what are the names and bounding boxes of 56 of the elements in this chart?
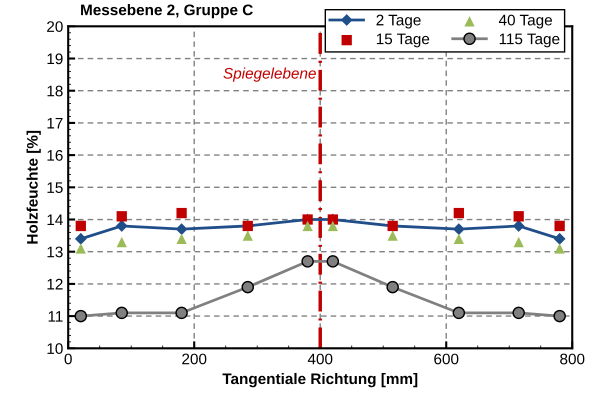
x-tick-label: 200 — [182, 354, 206, 364]
point — [554, 233, 566, 244]
y-tick-label: 18 — [48, 86, 63, 96]
point — [452, 306, 466, 320]
y-axis-title: Holzfeuchte [%] — [26, 130, 41, 244]
point — [176, 224, 188, 235]
y-tick-label: 12 — [48, 278, 63, 290]
x-tick-label: 0 — [64, 354, 72, 364]
point — [554, 243, 565, 254]
point — [116, 220, 128, 232]
point — [453, 224, 464, 235]
point — [553, 310, 566, 322]
point — [116, 236, 127, 248]
point — [513, 220, 524, 232]
point — [176, 208, 187, 218]
y-tick-label: 11 — [48, 311, 63, 322]
point — [386, 280, 399, 294]
x-tick-label: 600 — [434, 354, 458, 364]
point — [302, 220, 313, 232]
point — [326, 255, 340, 268]
point — [328, 220, 338, 232]
point — [242, 230, 253, 241]
point — [116, 306, 128, 320]
chart-title: Messebene 2, Gruppe C — [81, 4, 253, 18]
point — [176, 234, 187, 244]
legend-label: 15 Tage — [376, 34, 430, 48]
point — [514, 236, 524, 248]
ref-line-label: Spiegelebene — [223, 68, 316, 82]
point — [75, 233, 86, 244]
y-tick-label: 19 — [48, 53, 63, 64]
point — [74, 310, 88, 322]
point — [454, 208, 464, 218]
legend-label: 115 Tage — [500, 34, 560, 48]
y-tick-label: 16 — [48, 150, 63, 161]
point — [514, 211, 524, 222]
legend-label: 40 Tage — [498, 14, 552, 28]
point — [512, 306, 525, 320]
x-axis-title: Tangentiale Richtung [mm] — [222, 372, 418, 388]
point — [388, 230, 398, 241]
point — [242, 280, 254, 294]
point — [175, 306, 188, 320]
point — [301, 255, 314, 268]
y-tick-label: 20 — [47, 21, 63, 32]
y-tick-label: 17 — [48, 118, 63, 128]
point — [76, 220, 86, 232]
y-tick-label: 15 — [48, 182, 63, 193]
point — [554, 220, 565, 232]
y-tick-label: 10 — [48, 343, 63, 354]
point — [76, 243, 86, 254]
x-tick-label: 800 — [560, 354, 584, 364]
point — [454, 234, 464, 244]
legend-label: 2 Tage — [376, 14, 421, 28]
y-tick-label: 13 — [48, 246, 63, 258]
y-tick-label: 14 — [48, 214, 63, 226]
x-tick-label: 400 — [308, 354, 332, 364]
point — [116, 211, 127, 222]
